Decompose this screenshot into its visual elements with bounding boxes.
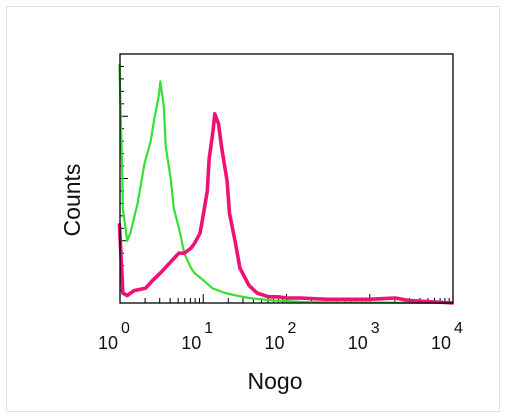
plot-area xyxy=(119,53,454,304)
x-tick-label-exponent: 2 xyxy=(288,320,297,337)
x-tick-label-base: 10 xyxy=(181,333,201,353)
x-tick-label-base: 10 xyxy=(98,333,118,353)
series-line-1 xyxy=(118,63,453,305)
x-tick-label-base: 10 xyxy=(431,333,451,353)
x-axis-label: Nogo xyxy=(248,368,303,394)
x-tick-label-exponent: 4 xyxy=(454,320,463,337)
chart-frame xyxy=(6,6,500,412)
x-tick-label-exponent: 3 xyxy=(371,320,380,337)
y-axis-label: Counts xyxy=(59,164,85,237)
x-tick-label-exponent: 0 xyxy=(121,320,130,337)
x-tick-label-exponent: 1 xyxy=(204,320,213,337)
x-tick-label-base: 10 xyxy=(348,333,368,353)
series-line-2 xyxy=(117,112,454,305)
x-tick-label-base: 10 xyxy=(264,333,284,353)
series-layer xyxy=(117,63,454,305)
